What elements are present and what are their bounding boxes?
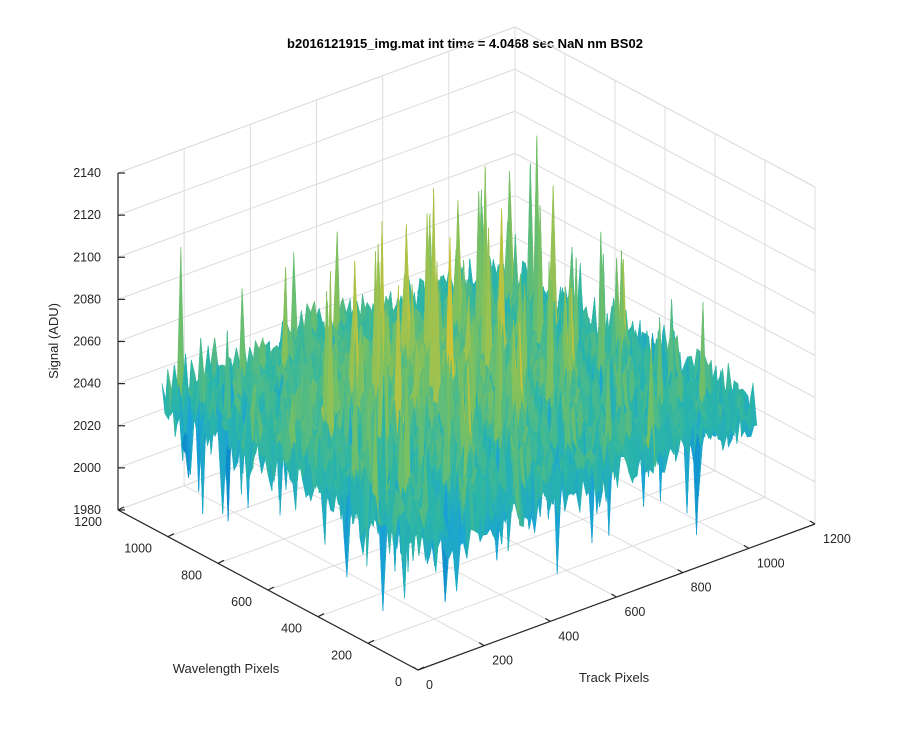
wall-grid-line [117, 110, 516, 258]
floor-grid-line [367, 496, 766, 644]
surface-mesh [161, 135, 758, 611]
floor-grid-line [317, 470, 716, 618]
box-edge [117, 26, 516, 174]
wall-grid-line [514, 237, 816, 399]
chart-title: b2016121915_img.mat int time = 4.0468 se… [287, 36, 643, 51]
wall-grid-line [117, 237, 516, 385]
wall-grid-line [117, 195, 516, 342]
wall-grid-line [514, 152, 816, 314]
wall-grid-line [514, 110, 816, 272]
wall-grid-line [514, 68, 816, 230]
wall-grid-line [117, 68, 516, 216]
box-edge [514, 26, 816, 188]
wall-grid-line [117, 152, 516, 300]
wall-grid-line [514, 195, 816, 356]
